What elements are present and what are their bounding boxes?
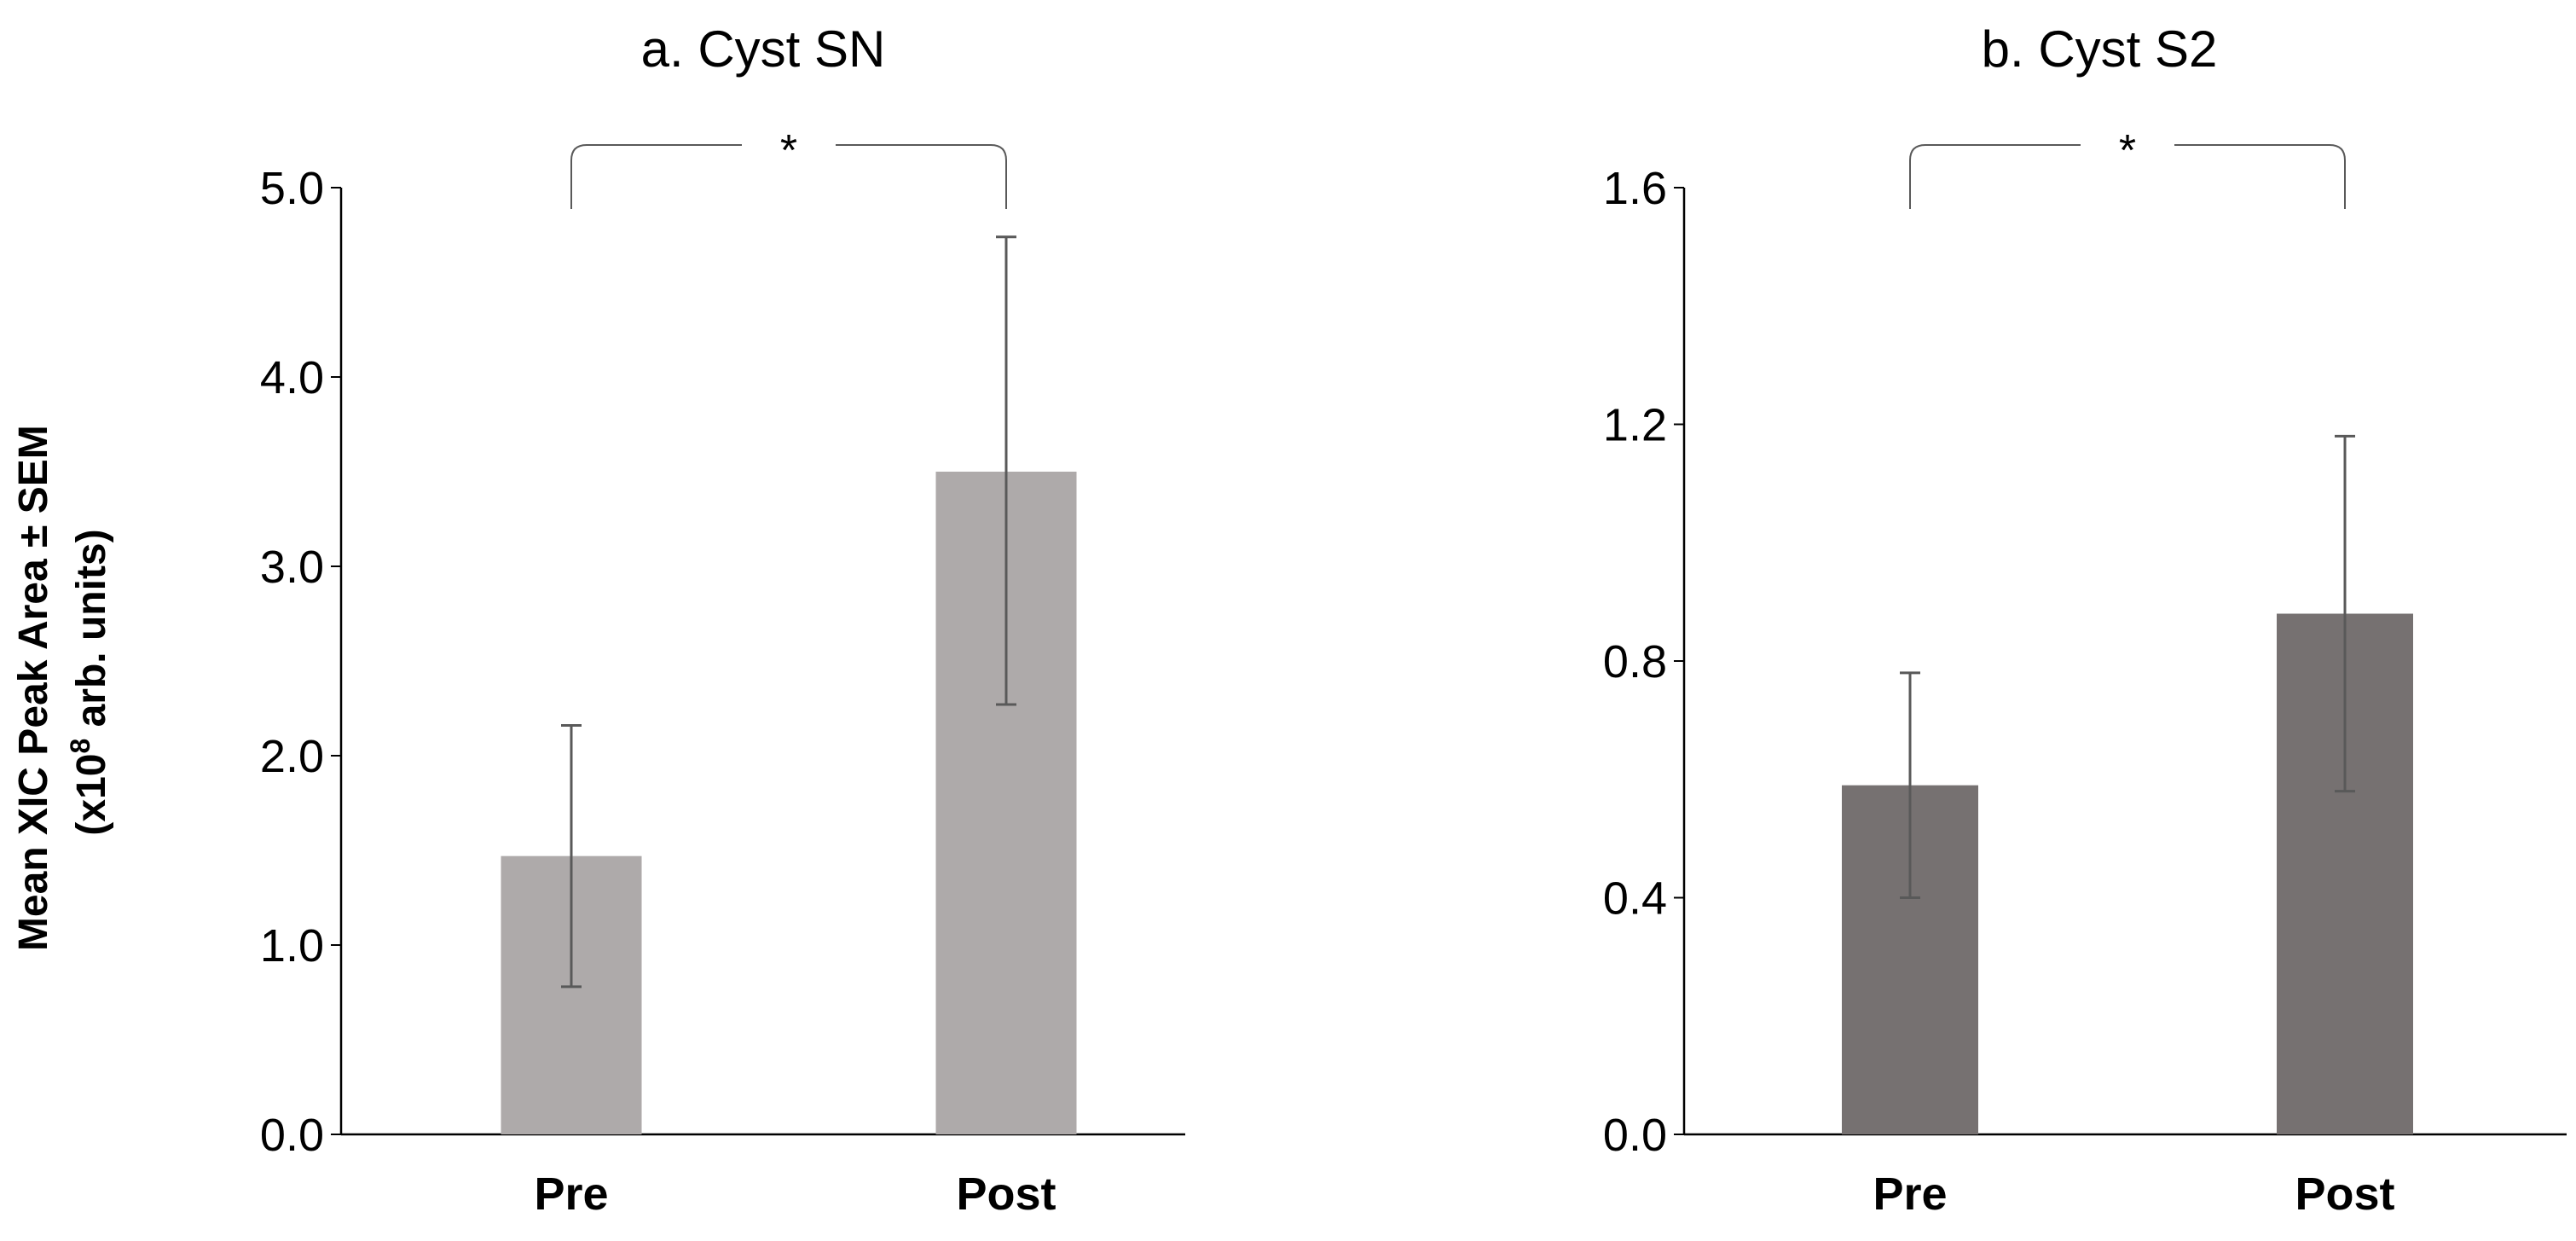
significance-bracket-left [570,144,742,209]
y-tick-label: 1.6 [1603,163,1667,214]
y-tick-label: 0.8 [1603,636,1667,687]
y-axis-label-line-2: (x108 arb. units) [65,529,114,835]
y-tick-label: 4.0 [260,352,324,403]
panel-a-cyst-sn: a. Cyst SN 0.0 1.0 2.0 3.0 4.0 5.0 Pre Post * [260,20,1185,1220]
y-axis-label-exponent: 8 [65,739,96,754]
y-tick-label: 0.0 [1603,1110,1667,1161]
y-axis-label: Mean XIC Peak Area ± SEM (x108 arb. unit… [11,414,114,951]
chart-title: b. Cyst S2 [1982,20,2218,78]
category-label-post: Post [956,1169,1056,1220]
category-label-pre: Pre [534,1169,608,1220]
y-tick-label: 1.0 [260,920,324,971]
chart-title: a. Cyst SN [641,20,886,78]
y-axis-label-prefix: (x10 [69,754,114,836]
significance-marker: * [2119,126,2136,176]
y-tick-label: 1.2 [1603,400,1667,451]
y-axis-label-line-1: Mean XIC Peak Area ± SEM [11,425,56,951]
panel-b-cyst-s2: b. Cyst S2 0.0 0.4 0.8 1.2 1.6 Pre Post * [1603,20,2567,1220]
category-label-post: Post [2295,1169,2394,1220]
y-axis-label-suffix: arb. units) [69,529,114,738]
y-tick-label: 5.0 [260,163,324,214]
significance-bracket-left [1909,144,2081,209]
y-tick-label: 0.4 [1603,873,1667,925]
y-tick-label: 3.0 [260,542,324,593]
significance-bracket-right [2174,144,2346,209]
significance-bracket-right [836,144,1007,209]
category-label-pre: Pre [1873,1169,1947,1220]
significance-marker: * [780,126,797,176]
y-tick-label: 2.0 [260,731,324,782]
y-tick-label: 0.0 [260,1110,324,1161]
